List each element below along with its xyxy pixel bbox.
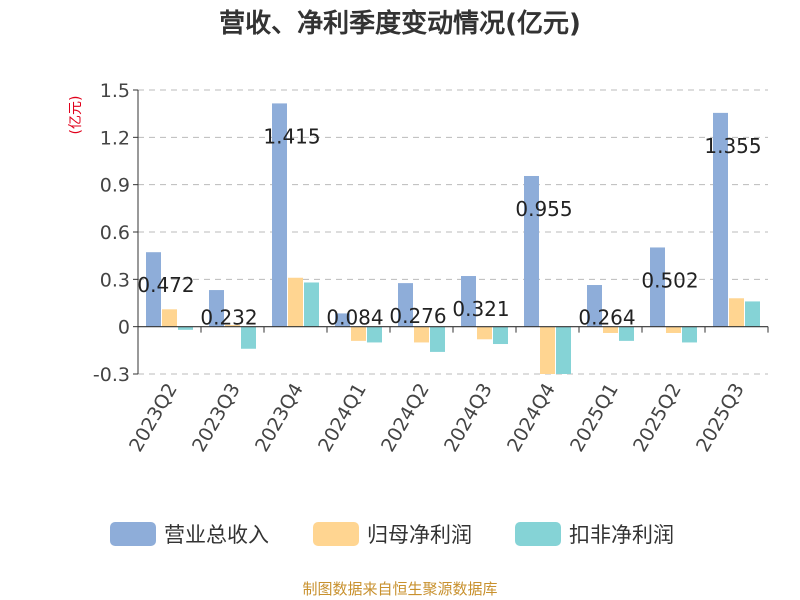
bar-revenue <box>335 313 350 327</box>
legend-label: 扣非净利润 <box>569 523 674 547</box>
data-label: 1.415 <box>263 124 320 148</box>
legend-label: 营业总收入 <box>164 523 269 547</box>
bar-deducted-net-profit <box>178 326 193 330</box>
axes <box>133 89 769 375</box>
legend-swatch <box>515 522 561 546</box>
bars <box>146 103 760 374</box>
y-tick-label: 1.2 <box>100 127 130 149</box>
bar-revenue <box>461 276 476 327</box>
bar-revenue <box>398 283 413 327</box>
x-tick-label: 2025Q2 <box>629 380 686 456</box>
data-label: 0.276 <box>389 304 446 328</box>
bar-revenue <box>587 285 602 327</box>
x-tick-label: 2024Q3 <box>440 380 497 456</box>
bar-deducted-net-profit <box>619 326 634 341</box>
bar-revenue <box>272 103 287 327</box>
data-label: 0.472 <box>137 273 194 297</box>
x-tick-label: 2025Q1 <box>566 380 623 456</box>
bar-net-profit <box>477 326 492 340</box>
x-tick-label: 2023Q4 <box>251 380 308 456</box>
y-tick-label: -0.3 <box>93 364 130 386</box>
data-label: 0.502 <box>641 268 698 292</box>
bar-net-profit <box>162 309 177 327</box>
bar-net-profit <box>225 325 240 327</box>
legend-swatch <box>110 522 156 546</box>
legend: 营业总收入 归母净利润 扣非净利润 <box>110 522 674 547</box>
data-label: 0.232 <box>200 306 257 330</box>
bar-net-profit <box>540 326 555 374</box>
bar-deducted-net-profit <box>430 326 445 352</box>
bar-net-profit <box>351 326 366 341</box>
bar-net-profit <box>666 326 681 333</box>
y-axis-ticks: 1.5 1.2 0.9 0.6 0.3 0 -0.3 <box>93 80 130 386</box>
bar-deducted-net-profit <box>304 282 319 327</box>
data-label: 0.955 <box>515 197 572 221</box>
x-tick-label: 2024Q1 <box>314 380 371 456</box>
bar-revenue <box>524 175 539 327</box>
x-tick-label: 2024Q2 <box>377 380 434 456</box>
bar-deducted-net-profit <box>682 326 697 343</box>
bar-revenue <box>650 247 665 327</box>
bar-deducted-net-profit <box>241 326 256 349</box>
bar-deducted-net-profit <box>367 326 382 343</box>
bar-deducted-net-profit <box>493 326 508 345</box>
bar-net-profit <box>288 277 303 327</box>
grid-lines <box>138 89 768 375</box>
source-note: 制图数据来自恒生聚源数据库 <box>302 580 497 598</box>
x-tick-label: 2024Q4 <box>503 380 560 456</box>
y-tick-label: 0.6 <box>100 222 130 244</box>
data-label: 0.321 <box>452 297 509 321</box>
bar-deducted-net-profit <box>745 301 760 327</box>
legend-swatch <box>313 522 359 546</box>
y-tick-label: 0.9 <box>100 175 130 197</box>
x-tick-label: 2023Q3 <box>188 380 245 456</box>
data-label: 0.264 <box>578 306 635 330</box>
y-tick-label: 0.3 <box>100 269 130 291</box>
bar-revenue <box>713 112 728 327</box>
x-tick-label: 2023Q2 <box>125 380 182 456</box>
x-axis-ticks: 2023Q2 2023Q3 2023Q4 2024Q1 2024Q2 2024Q3 2024… <box>125 380 749 456</box>
bar-revenue <box>209 290 224 327</box>
bar-net-profit <box>414 326 429 343</box>
bar-revenue <box>146 252 161 327</box>
x-tick-label: 2025Q3 <box>692 380 749 456</box>
bar-deducted-net-profit <box>556 326 571 374</box>
bar-net-profit <box>603 326 618 333</box>
y-axis-label: (亿元) <box>68 96 84 135</box>
y-tick-label: 0 <box>118 317 130 339</box>
y-tick-label: 1.5 <box>100 80 130 102</box>
chart-title: 营收、净利季度变动情况(亿元) <box>219 8 581 39</box>
legend-label: 归母净利润 <box>367 523 472 547</box>
data-label: 1.355 <box>704 134 761 158</box>
bar-net-profit <box>729 298 744 327</box>
data-label: 0.084 <box>326 306 383 330</box>
